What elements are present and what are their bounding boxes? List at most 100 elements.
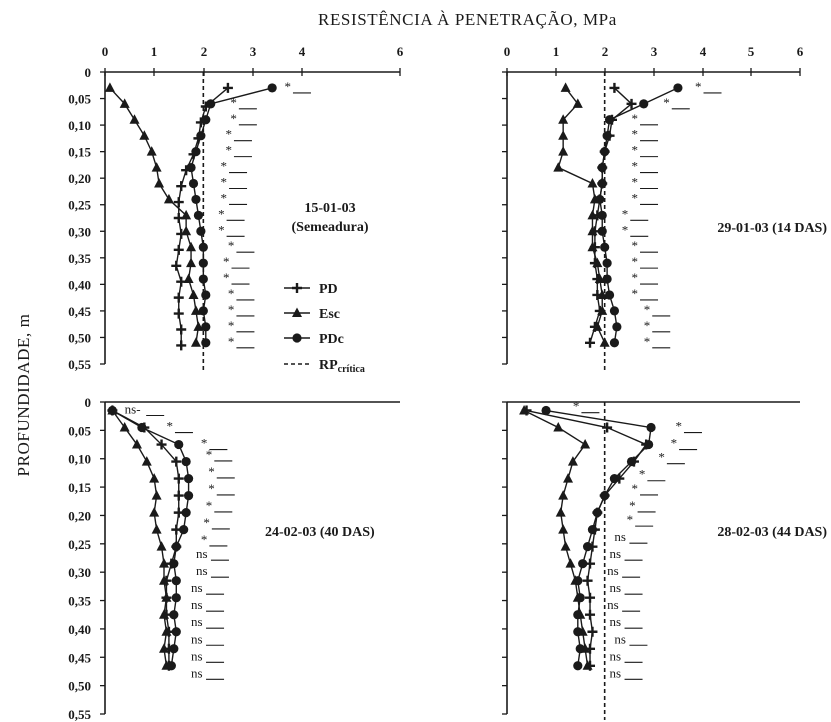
panel-top-right-significance-label: * — [632, 270, 639, 285]
panel-top-left-series-esc-point — [119, 98, 130, 108]
panel-bottom-left-y-tick-label: 0,30 — [68, 565, 91, 580]
panel-top-right-series-esc-point — [560, 82, 571, 92]
panel-bottom-left-significance-label: ns — [196, 563, 208, 578]
panel-bottom-right-significance-label: * — [675, 419, 682, 434]
panel-top-right-series-esc-point — [558, 114, 569, 124]
panel-bottom-left-significance-label: ns — [191, 597, 203, 612]
panel-bottom-right-significance-label: ns — [614, 529, 626, 544]
panel-top-right-series-esc-point — [558, 146, 569, 156]
panel-bottom-left-series-pdc-point — [137, 422, 147, 433]
panel-bottom-right-significance-label: * — [632, 481, 639, 496]
panel-bottom-right-series-pd-line — [526, 409, 648, 666]
panel-top-left-series-esc-point — [190, 305, 201, 315]
panel-bottom-right-series-esc-point — [558, 490, 569, 500]
panel-bottom-left-series-pd-point — [173, 473, 184, 484]
legend-label: PDc — [319, 332, 344, 347]
panel-bottom-left-series-esc-point — [119, 422, 130, 432]
panel-top-right-series-pdc-point — [639, 99, 649, 109]
panel-bottom-right-series-pdc-point — [573, 627, 583, 637]
panel-top-left-y-tick-label: 0,05 — [68, 92, 91, 107]
panel-top-left-series-pdc-point — [193, 210, 204, 220]
panel-top-right-series-pd-point — [626, 98, 637, 109]
panel-bottom-left-series-pd-point — [171, 456, 182, 467]
panel-top-right-series-esc-point — [592, 321, 603, 331]
panel-top-left-series-pdc-point — [198, 274, 208, 284]
panel-top-left-series-pd-point — [171, 260, 182, 271]
panel-bottom-left-series-pdc-point — [169, 559, 179, 569]
legend-label: PD — [319, 282, 338, 297]
panel-bottom-left-series-pd-point — [173, 490, 184, 501]
panel-bottom-right-significance-label: * — [627, 512, 634, 527]
panel-bottom-left-significance-label: * — [206, 498, 213, 513]
panel-bottom-right-significance-label: * — [629, 498, 636, 513]
panel-top-left-significance-label: * — [223, 270, 230, 285]
panel-bottom-left-series-pdc-point — [171, 576, 181, 586]
panel-top-right-series-pdc-point — [604, 290, 615, 300]
panel-bottom-right-significance-label: ns — [610, 546, 622, 561]
panel-bottom-left-series-esc-point — [149, 473, 160, 483]
panel-bottom-left-y-tick-label: 0,45 — [68, 650, 91, 665]
panel-top-right-significance-label: * — [632, 111, 639, 126]
panel-top-right-series-esc-point — [587, 177, 598, 188]
panel-bottom-right-series-esc-point — [558, 524, 569, 534]
panel-bottom-left-series-pdc-line — [112, 409, 190, 666]
panel-bottom-right-series-pdc-point — [587, 525, 598, 535]
panel-top-right-series-pdc-point — [597, 162, 607, 173]
panel-bottom-left-significance-label: * — [208, 464, 215, 479]
panel-bottom-left-series-esc-point — [161, 626, 172, 636]
panel-top-left-series-esc-point — [129, 114, 140, 124]
panel-bottom-left-y-tick-label: 0,50 — [68, 679, 91, 694]
panel-top-right-series-pdc-point — [604, 115, 615, 125]
panel-bottom-left-series-esc-point — [151, 524, 162, 534]
panel-bottom-left-series-pdc-point — [169, 644, 179, 654]
panel-bottom-left-series-pdc-point — [171, 593, 181, 603]
panel-top-left-series-pdc-point — [206, 99, 216, 109]
legend-swatch-point — [292, 307, 302, 317]
panel-bottom-left-significance-label: ns- — [125, 402, 141, 417]
panel-top-left-y-tick-label: 0,20 — [68, 171, 91, 186]
panel-top-right-series-pdc-point — [600, 147, 610, 157]
panel-bottom-right-significance-label: ns — [607, 597, 619, 612]
panel-top-left-series-esc-point — [193, 321, 204, 331]
panel-bottom-left-series-esc-line — [111, 410, 168, 666]
panel-top-left-series-pd-point — [173, 308, 184, 319]
x-axis-title: RESISTÊNCIA À PENETRAÇÃO, MPa — [318, 10, 617, 29]
panel-top-right-series-esc-point — [572, 98, 583, 108]
legend-label: RPcrítica — [319, 358, 365, 375]
panel-top-left-significance-label: * — [228, 334, 235, 349]
panel-top-right-series-pdc-point — [595, 194, 605, 205]
panel-top-left-series-pd-point — [176, 340, 187, 351]
panel-top-left-series-esc-point — [104, 82, 115, 92]
legend-item-crit: RPcrítica — [284, 358, 365, 375]
panel-bottom-right-significance-label: ns — [610, 665, 622, 680]
panel-bottom-right-series-pdc-point — [609, 473, 620, 484]
panel-top-right-series-pdc-point — [602, 274, 612, 284]
panel-top-right-series-esc-point — [587, 225, 598, 236]
panel-top-right-series-esc-point — [587, 209, 598, 220]
panel-top-right-x-tick-label: 3 — [651, 44, 658, 59]
panel-bottom-right-series-pdc-point — [575, 593, 585, 603]
panel-bottom-left-series-pdc-point — [181, 456, 191, 467]
legend-item-pd: PD — [284, 282, 338, 297]
panel-top-left-series-pdc-point — [201, 322, 211, 332]
panel-bottom-left-series-esc-point — [149, 507, 160, 517]
panel-bottom-left-significance-label: ns — [191, 614, 203, 629]
panel-top-right-significance-label: * — [632, 143, 639, 158]
panel-bottom-left-y-tick-label: 0,25 — [68, 537, 91, 552]
panel-bottom-right-series-esc-point — [553, 422, 564, 432]
panel-top-right-significance-label: * — [632, 174, 639, 189]
panel-top-right-x-tick-label: 5 — [748, 44, 755, 59]
panel-bottom-left-series-esc-point — [159, 558, 169, 568]
panel-bottom-right-series-esc-point — [519, 405, 530, 415]
panel-top-left-series-esc-point — [181, 209, 192, 220]
panel-top-left-y-tick-label: 0,35 — [68, 251, 91, 266]
panel-top-left-y-tick-label: 0,40 — [68, 277, 91, 292]
panel-bottom-left-series-pd-point — [156, 439, 167, 450]
panel-bottom-right-series-esc-line — [523, 409, 589, 666]
panel-top-right-series-pdc-point — [609, 338, 620, 348]
panel-top-right-significance-label: * — [632, 127, 639, 142]
panel-top-right-significance-label: * — [644, 302, 651, 317]
panel-bottom-left-significance-label: * — [201, 436, 208, 451]
panel-bottom-right-series-esc-point — [560, 541, 571, 551]
